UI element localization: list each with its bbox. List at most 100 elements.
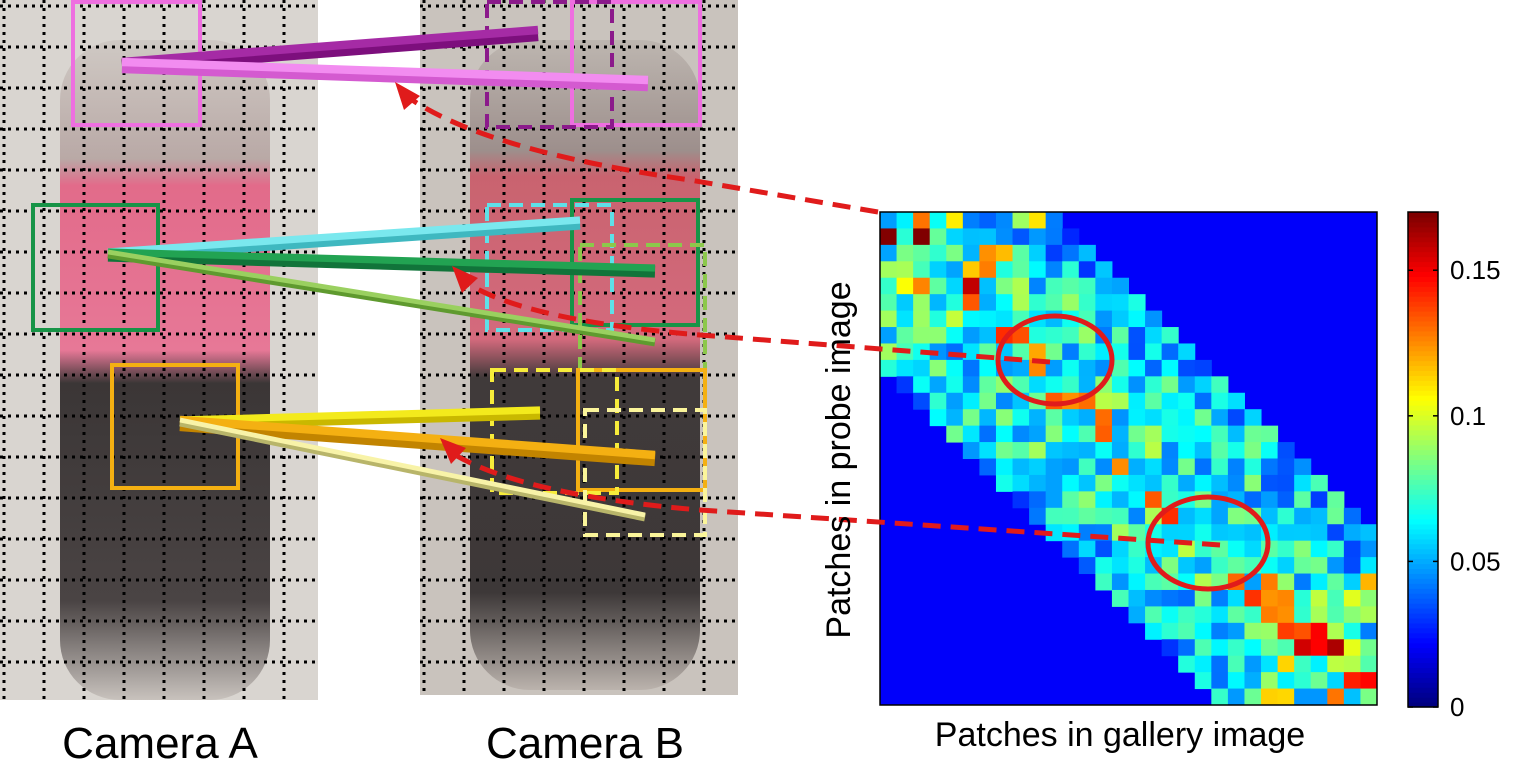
colorbar-step xyxy=(1408,637,1438,644)
heatmap-cell xyxy=(1145,392,1163,410)
heatmap-cell xyxy=(1128,491,1146,509)
heatmap-cell xyxy=(1310,655,1328,673)
heatmap-cell xyxy=(1145,442,1163,459)
heatmap-cell xyxy=(1194,442,1212,459)
heatmap-cell xyxy=(1078,327,1096,344)
colorbar-step xyxy=(1408,697,1438,703)
heatmap-cell xyxy=(962,327,980,344)
heatmap-cell xyxy=(1128,425,1146,443)
annotations xyxy=(395,82,1271,592)
heatmap-cell xyxy=(1227,540,1245,558)
heatmap-cell xyxy=(1078,557,1096,575)
heatmap-cell xyxy=(1128,540,1146,558)
heatmap-cell xyxy=(1062,376,1080,394)
arrow-line xyxy=(403,92,879,215)
heatmap-cell xyxy=(1029,409,1047,427)
heatmap-cell xyxy=(1227,557,1245,575)
heatmap-cell xyxy=(1078,425,1096,443)
heatmap-cell xyxy=(1194,524,1212,542)
heatmap-cell xyxy=(1277,672,1295,690)
colorbar-step xyxy=(1408,419,1438,426)
heatmap-cell xyxy=(1277,622,1295,640)
heatmap-cell xyxy=(979,376,997,394)
heatmap-cell xyxy=(995,458,1014,476)
heatmap-cell xyxy=(1062,442,1080,459)
heatmap-cell xyxy=(1310,672,1328,690)
heatmap-cell xyxy=(995,228,1014,246)
heatmap-cell xyxy=(1029,458,1047,476)
heatmap-cell xyxy=(929,359,947,377)
heatmap-cell xyxy=(1111,327,1129,344)
heatmap-cell xyxy=(1327,589,1345,607)
heatmap-cell xyxy=(1261,425,1279,443)
heatmap-cell xyxy=(1194,474,1212,492)
heatmap-cell xyxy=(1161,409,1179,427)
colorbar: 0 0.05 0.1 0.15 xyxy=(1407,211,1501,722)
heatmap-cell xyxy=(1178,359,1196,377)
colorbar-step xyxy=(1408,548,1438,555)
heatmap-cell xyxy=(896,277,914,295)
heatmap-cell xyxy=(1078,491,1096,509)
heatmap-cell xyxy=(1012,343,1030,361)
colorbar-step xyxy=(1408,642,1438,649)
heatmap-cell xyxy=(1095,507,1113,525)
heatmap-cell xyxy=(1095,491,1113,509)
heatmap-cell xyxy=(1261,606,1279,624)
heatmap-cell xyxy=(1062,425,1080,443)
patch-box xyxy=(570,0,702,127)
colorbar-step xyxy=(1408,627,1438,634)
heatmap-cell xyxy=(1227,524,1245,542)
heatmap-cell xyxy=(962,261,980,279)
heatmap-cell xyxy=(1029,228,1047,246)
colorbar-step xyxy=(1408,365,1438,371)
heatmap-cell xyxy=(1327,639,1345,657)
colorbar-step xyxy=(1408,657,1438,664)
heatmap-cell xyxy=(1310,639,1328,657)
heatmap-cell xyxy=(1045,409,1063,427)
heatmap-cell xyxy=(1161,376,1179,394)
heatmap-cell xyxy=(979,392,997,410)
heatmap-cell xyxy=(1360,573,1378,591)
colorbar-step xyxy=(1408,499,1438,505)
colorbar-step xyxy=(1408,320,1438,327)
heatmap-cell xyxy=(929,277,947,295)
heatmap-cell xyxy=(1343,622,1361,640)
heatmap-cell xyxy=(1062,491,1080,509)
colorbar-step xyxy=(1408,583,1438,589)
match-bar xyxy=(179,417,646,518)
heatmap-cell xyxy=(1111,359,1129,377)
colorbar-step xyxy=(1408,484,1438,490)
heatmap-cell xyxy=(995,310,1014,328)
heatmap-cell xyxy=(946,327,964,344)
colorbar-step xyxy=(1408,652,1438,659)
heatmap-frame xyxy=(879,211,1378,706)
heatmap-cell xyxy=(1095,458,1113,476)
heatmap-cell xyxy=(1045,228,1063,246)
heatmap-cell xyxy=(979,359,997,377)
heatmap-cell xyxy=(995,277,1014,295)
camera-b-label: Camera B xyxy=(486,719,684,768)
heatmap-cell xyxy=(913,310,931,328)
match-bar xyxy=(179,406,541,424)
heatmap-cell xyxy=(1360,622,1378,640)
patch-box xyxy=(485,0,614,129)
heatmap-cell xyxy=(1360,524,1378,542)
heatmap-cell xyxy=(1045,294,1063,312)
heatmap-cell xyxy=(1227,589,1245,607)
heatmap-cell xyxy=(1029,359,1047,377)
heatmap-cell xyxy=(1178,343,1196,361)
heatmap-cell xyxy=(1294,507,1312,525)
heatmap-cell xyxy=(929,228,947,246)
heatmap-cell xyxy=(946,310,964,328)
heatmap-cell xyxy=(1012,458,1030,476)
heatmap-cell xyxy=(1062,277,1080,295)
colorbar-step xyxy=(1408,335,1438,342)
colorbar-step xyxy=(1408,494,1438,500)
heatmap-cell xyxy=(1178,474,1196,492)
heatmap-cell xyxy=(962,376,980,394)
heatmap-cell xyxy=(880,359,898,377)
heatmap-cell xyxy=(1078,442,1096,459)
heatmap-cell xyxy=(1211,524,1229,542)
heatmap-cell xyxy=(913,212,931,229)
heatmap-cell xyxy=(1111,294,1129,312)
